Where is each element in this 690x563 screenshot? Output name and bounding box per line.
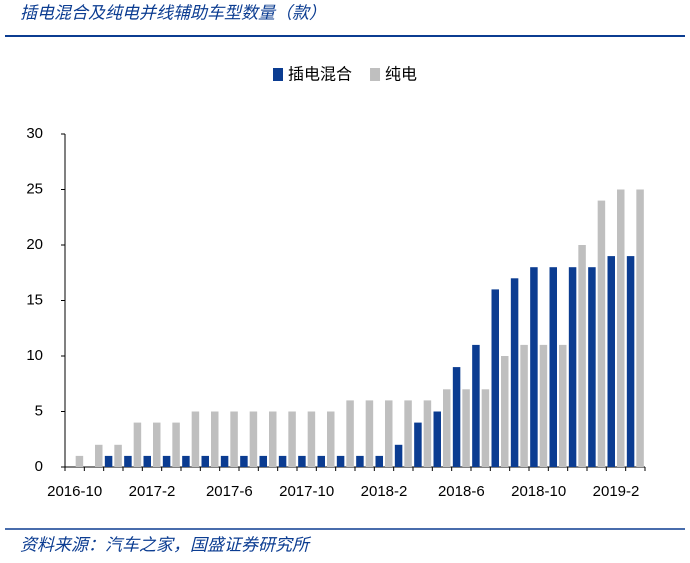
y-tick-label: 0 [35,458,43,475]
bar [520,344,528,467]
bar [491,289,499,467]
bar [607,256,615,467]
bar [153,422,161,467]
bar [394,444,403,467]
bar [298,455,306,467]
bar [191,411,200,467]
bar [307,411,316,467]
bar [75,455,84,467]
bar [375,455,383,467]
y-tick-label: 20 [26,236,43,253]
x-tick-label: 2018-10 [511,483,566,500]
bar [114,444,122,467]
chart-title: 插电混合及纯电并线辅助车型数量（款） [20,4,326,24]
bar [588,267,596,467]
x-tick-label: 2017-6 [206,483,253,500]
bar [472,344,480,467]
x-tick-label: 2019-2 [593,483,640,500]
bar [626,256,635,467]
bar [433,411,441,467]
bar [104,455,113,467]
bar [423,400,432,467]
y-tick-label: 15 [26,291,43,308]
bar [143,455,151,467]
bar [211,411,219,467]
bar [597,200,606,467]
bar [414,422,422,467]
bar [240,455,248,467]
x-tick-label: 2017-2 [129,483,176,500]
y-tick-label: 10 [26,347,43,364]
bar [269,411,277,467]
bar [501,356,509,467]
bar [288,411,296,467]
source-note: 资料来源：汽车之家，国盛证券研究所 [20,536,312,556]
bar [278,455,287,467]
bar [201,455,209,467]
x-tick-label: 2018-2 [361,483,408,500]
bar [95,444,103,467]
bar [327,411,335,467]
bar [481,389,490,467]
bar [162,455,171,467]
bar [356,455,364,467]
bar [317,455,325,467]
legend-swatch [370,68,381,81]
bar [636,189,644,467]
legend-swatch [273,68,283,81]
bar [172,422,180,467]
bar [365,400,374,467]
bar [336,455,345,467]
x-tick-label: 2016-10 [47,483,102,500]
bar [530,267,538,467]
bar [259,455,267,467]
bar [559,344,567,467]
bar [510,278,519,467]
bar [124,455,132,467]
bar [182,455,190,467]
bar [385,400,393,467]
y-tick-label: 30 [26,125,43,142]
bar [220,455,229,467]
bar [133,422,142,467]
y-tick-label: 5 [35,402,43,419]
bar [539,344,548,467]
bar [249,411,258,467]
x-tick-label: 2017-10 [279,483,334,500]
bar [462,389,470,467]
legend-label: 纯电 [385,65,417,84]
legend-label: 插电混合 [288,65,352,84]
bar [346,400,354,467]
bar [549,267,557,467]
bar [452,367,461,467]
bar [578,245,586,467]
bar [230,411,238,467]
x-tick-label: 2018-6 [438,483,485,500]
y-tick-label: 25 [26,180,43,197]
bar [443,389,451,467]
bar [617,189,625,467]
bar [568,267,577,467]
bar [404,400,412,467]
